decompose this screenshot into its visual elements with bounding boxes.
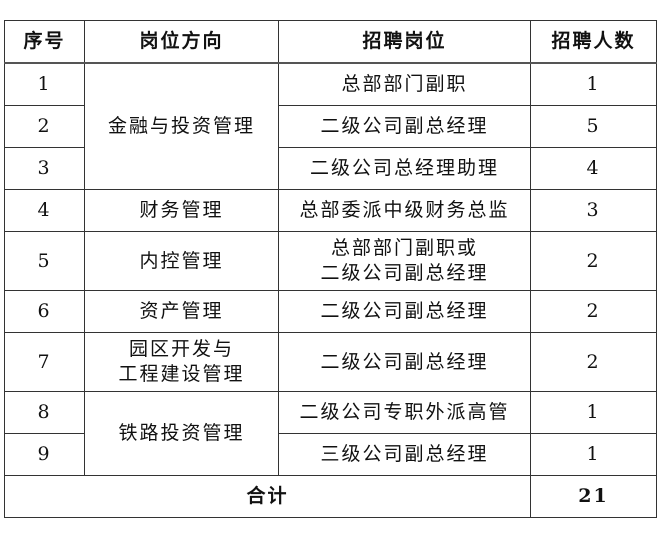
cell-no: 3 bbox=[4, 147, 85, 190]
cell-direction: 内控管理 bbox=[84, 231, 279, 291]
cell-count: 1 bbox=[530, 433, 657, 476]
cell-no: 9 bbox=[4, 433, 85, 476]
cell-position: 总部部门副职或 二级公司副总经理 bbox=[278, 231, 531, 291]
cell-count: 5 bbox=[530, 105, 657, 148]
cell-count: 4 bbox=[530, 147, 657, 190]
table-row: 3 二级公司总经理助理 4 bbox=[4, 147, 657, 190]
position-line: 二级公司副总经理 bbox=[320, 262, 489, 284]
header-no: 序号 bbox=[4, 20, 85, 64]
table-row: 6 资产管理 二级公司副总经理 2 bbox=[4, 290, 657, 333]
cell-count: 3 bbox=[530, 189, 657, 232]
position-line: 总部部门副职或 bbox=[330, 237, 478, 259]
cell-no: 7 bbox=[4, 332, 85, 392]
cell-count: 2 bbox=[530, 290, 657, 333]
cell-position: 三级公司副总经理 bbox=[278, 433, 531, 476]
cell-count: 2 bbox=[530, 332, 657, 392]
header-position: 招聘岗位 bbox=[278, 20, 531, 64]
cell-direction: 园区开发与工程建设管理 bbox=[84, 332, 279, 392]
cell-no: 6 bbox=[4, 290, 85, 333]
header-row: 序号 岗位方向 招聘岗位 招聘人数 bbox=[4, 20, 657, 64]
cell-position: 总部委派中级财务总监 bbox=[278, 189, 531, 232]
cell-position: 二级公司专职外派高管 bbox=[278, 391, 531, 434]
cell-position: 二级公司总经理助理 bbox=[278, 147, 531, 190]
cell-no: 4 bbox=[4, 189, 85, 232]
cell-no: 1 bbox=[4, 62, 85, 106]
cell-position: 总部部门副职 bbox=[278, 62, 531, 106]
total-count: 21 bbox=[530, 475, 657, 518]
cell-count: 2 bbox=[530, 231, 657, 291]
cell-direction: 财务管理 bbox=[84, 189, 279, 232]
table-row: 4 财务管理 总部委派中级财务总监 3 bbox=[4, 189, 657, 232]
total-row: 合计 21 bbox=[4, 475, 657, 518]
table-row: 2 二级公司副总经理 5 bbox=[4, 105, 657, 148]
cell-position: 二级公司副总经理 bbox=[278, 290, 531, 333]
recruitment-table: 序号 岗位方向 招聘岗位 招聘人数 1 金融与投资管理 总部部门副职 1 2 二… bbox=[4, 20, 657, 518]
table-row: 8 铁路投资管理 二级公司专职外派高管 1 bbox=[4, 391, 657, 476]
direction-line: 园区开发与 bbox=[128, 338, 234, 360]
total-label: 合计 bbox=[4, 475, 531, 518]
cell-count: 1 bbox=[530, 391, 657, 434]
cell-no: 5 bbox=[4, 231, 85, 291]
cell-no: 8 bbox=[4, 391, 85, 434]
table-row: 1 金融与投资管理 总部部门副职 1 bbox=[4, 62, 657, 190]
cell-direction: 资产管理 bbox=[84, 290, 279, 333]
cell-count: 1 bbox=[530, 62, 657, 106]
cell-direction: 铁路投资管理 bbox=[84, 391, 279, 476]
table-row: 5 内控管理 总部部门副职或 二级公司副总经理 2 bbox=[4, 231, 657, 291]
cell-direction: 金融与投资管理 bbox=[84, 62, 279, 190]
header-direction: 岗位方向 bbox=[84, 20, 279, 64]
direction-line: 工程建设管理 bbox=[118, 363, 245, 385]
table-row: 7 园区开发与工程建设管理 二级公司副总经理 2 bbox=[4, 332, 657, 392]
table-row: 9 三级公司副总经理 1 bbox=[4, 433, 657, 476]
cell-no: 2 bbox=[4, 105, 85, 148]
cell-position: 二级公司副总经理 bbox=[278, 105, 531, 148]
cell-position: 二级公司副总经理 bbox=[278, 332, 531, 392]
header-count: 招聘人数 bbox=[530, 20, 657, 64]
